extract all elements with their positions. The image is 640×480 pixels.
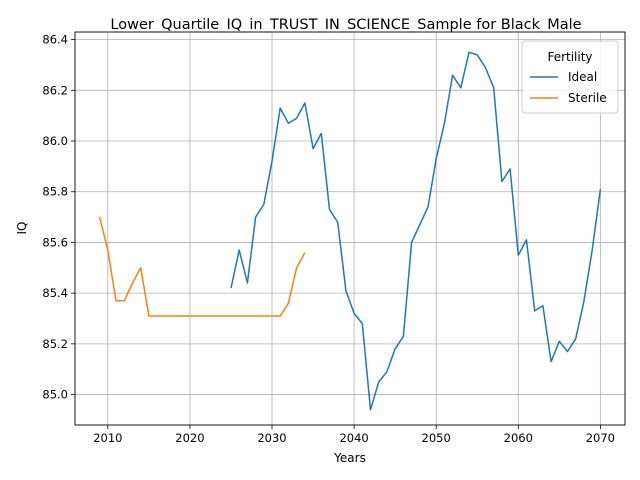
y-tick-label: 86.0 bbox=[42, 134, 68, 148]
y-tick-label: 85.6 bbox=[42, 235, 68, 249]
x-axis-ticks: 2010 2020 2030 2040 2050 2060 2070 bbox=[93, 425, 615, 445]
y-axis-ticks: 85.0 85.2 85.4 85.6 85.8 86.0 86.2 86.4 bbox=[42, 33, 75, 402]
x-tick-label: 2020 bbox=[175, 431, 204, 445]
x-tick-label: 2070 bbox=[586, 431, 615, 445]
series-lines bbox=[98, 51, 602, 411]
y-tick-label: 85.8 bbox=[42, 185, 68, 199]
y-tick-label: 85.2 bbox=[42, 337, 68, 351]
x-axis-label: Years bbox=[333, 451, 366, 465]
x-tick-label: 2030 bbox=[257, 431, 286, 445]
y-tick-label: 85.4 bbox=[42, 286, 68, 300]
y-tick-label: 86.4 bbox=[42, 33, 68, 47]
y-tick-label: 85.0 bbox=[42, 388, 68, 402]
legend: Fertility Ideal Sterile bbox=[521, 40, 619, 114]
legend-label-ideal: Ideal bbox=[568, 70, 597, 84]
x-tick-label: 2050 bbox=[422, 431, 451, 445]
series-line-sterile bbox=[98, 216, 306, 317]
y-axis-label: IQ bbox=[15, 222, 29, 235]
legend-box bbox=[521, 40, 619, 114]
x-tick-label: 2060 bbox=[504, 431, 533, 445]
y-tick-label: 86.2 bbox=[42, 83, 68, 97]
plot-area-frame bbox=[74, 31, 626, 426]
legend-title: Fertility bbox=[547, 50, 592, 64]
series-line-ideal bbox=[230, 51, 602, 411]
x-tick-label: 2040 bbox=[339, 431, 368, 445]
chart-title: Lower_Quartile_IQ_in_TRUST_IN_SCIENCE_Sa… bbox=[110, 17, 581, 33]
legend-label-sterile: Sterile bbox=[568, 91, 607, 105]
x-tick-label: 2010 bbox=[93, 431, 122, 445]
